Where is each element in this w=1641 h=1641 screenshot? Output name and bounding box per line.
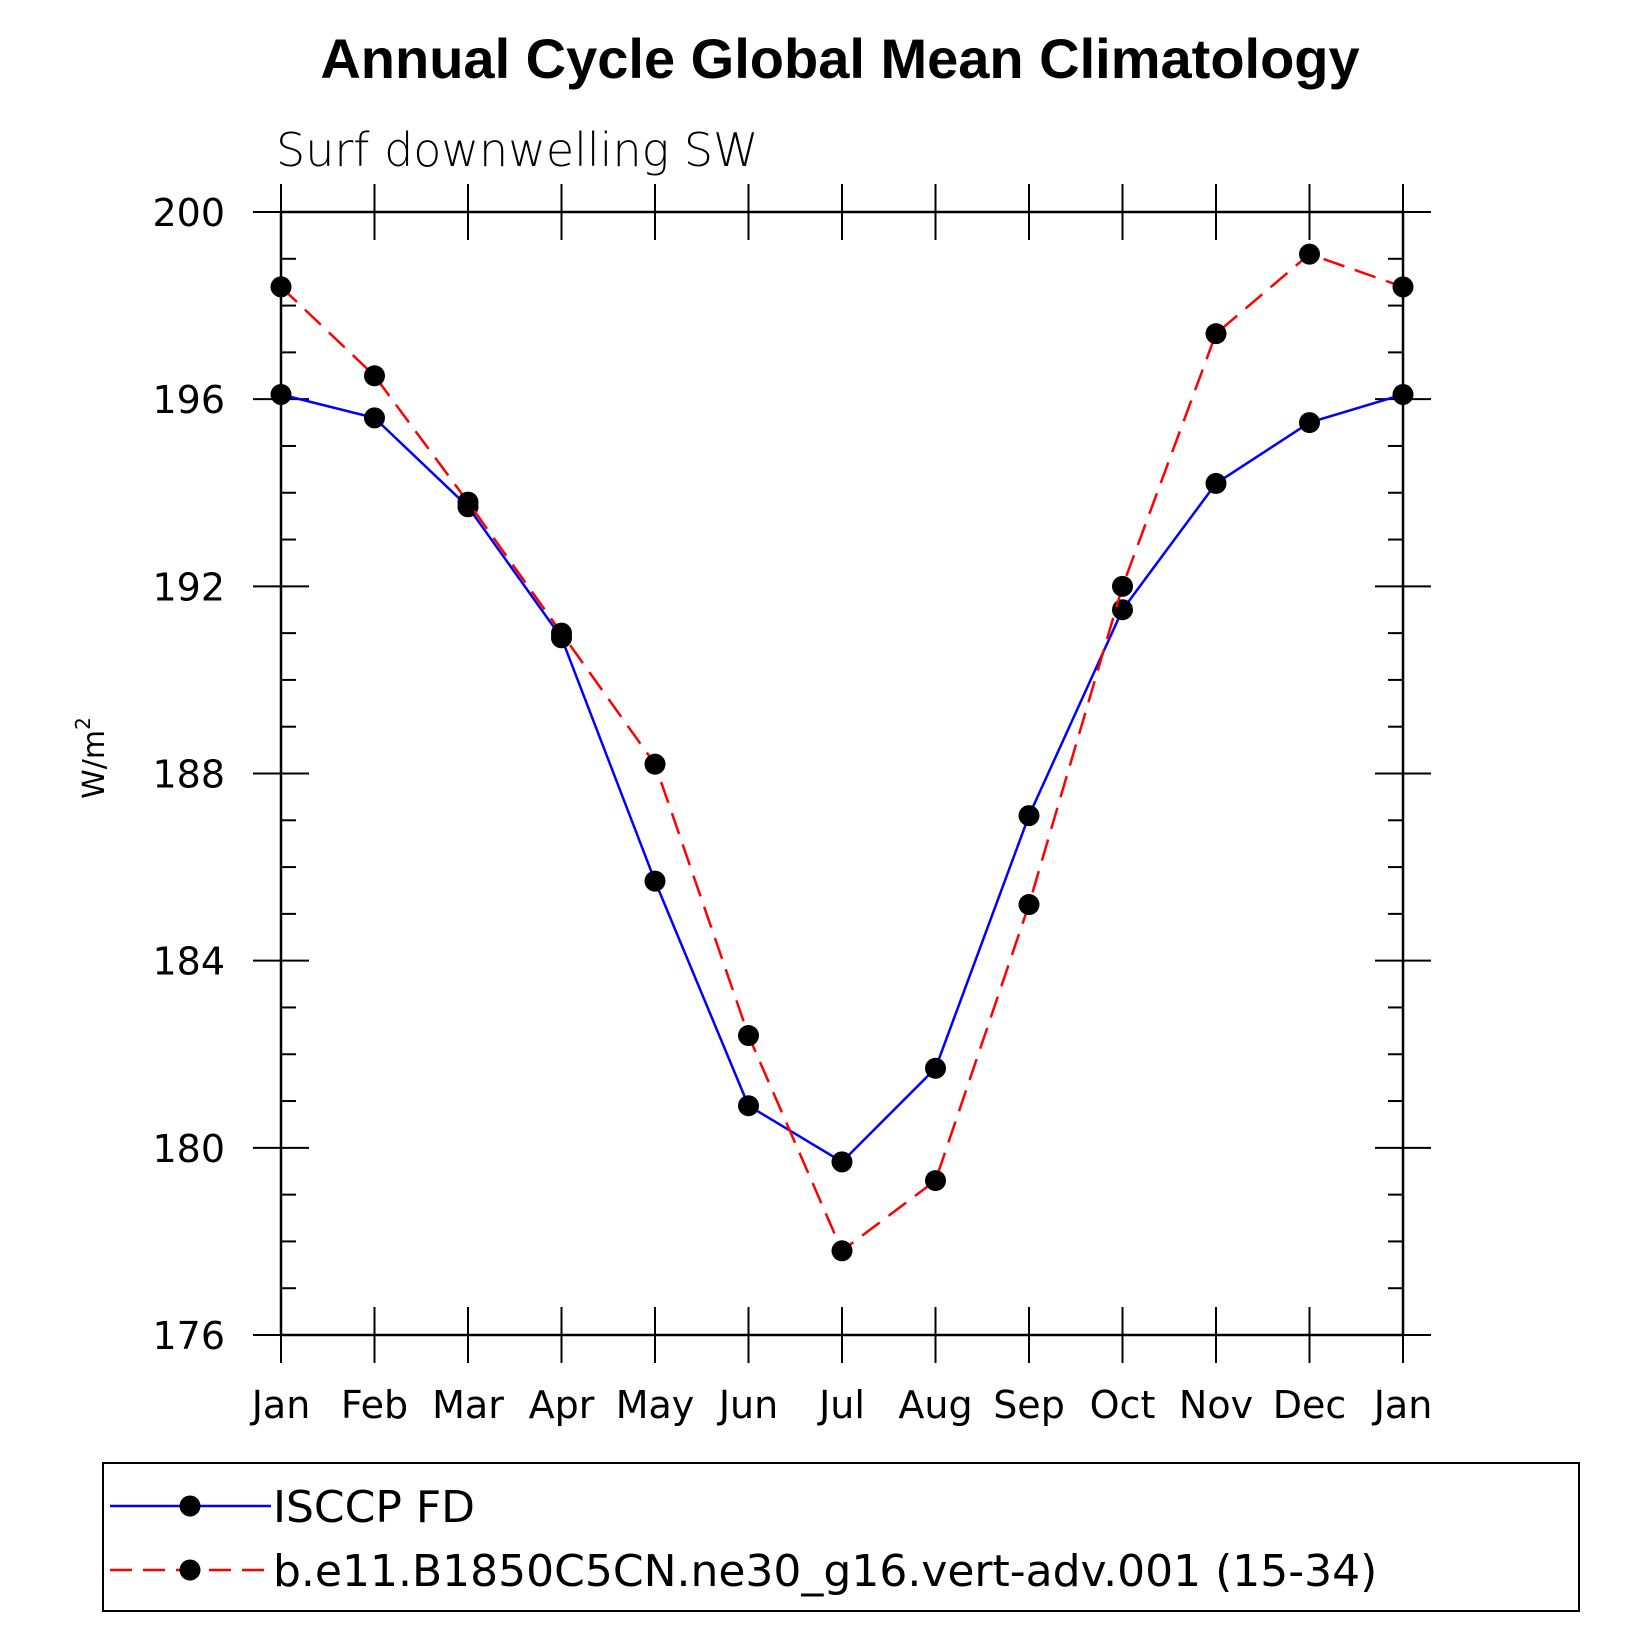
x-tick-label: Aug bbox=[898, 1383, 972, 1427]
y-axis-label-group: W/m2 bbox=[71, 717, 112, 799]
series-1-point bbox=[1205, 472, 1227, 494]
y-tick-label: 200 bbox=[152, 191, 225, 235]
series-2-point bbox=[1018, 894, 1040, 916]
x-tick-label: Jan bbox=[1372, 1383, 1433, 1427]
series-1-point bbox=[925, 1057, 946, 1079]
series-2-point bbox=[1112, 575, 1133, 597]
series-1-point bbox=[1299, 412, 1320, 434]
series-1-point bbox=[1392, 383, 1414, 405]
series-line-1 bbox=[280, 393, 1404, 1164]
series-line-2 bbox=[280, 252, 1404, 1253]
y-tick-label: 176 bbox=[152, 1314, 225, 1358]
x-tick-label: Nov bbox=[1179, 1383, 1253, 1427]
legend-label-2: b.e11.B1850C5CN.ne30_g16.vert-adv.001 (1… bbox=[273, 1546, 1377, 1597]
chart-title: Annual Cycle Global Mean Climatology bbox=[320, 27, 1359, 90]
series-1-point bbox=[364, 407, 385, 429]
series-2-point bbox=[1205, 323, 1227, 345]
y-tick-label: 188 bbox=[152, 753, 225, 797]
chart-subtitle: Surf downwelling SW bbox=[276, 123, 759, 177]
series-2-point bbox=[1299, 243, 1320, 265]
series-2-point bbox=[831, 1240, 853, 1262]
series-1-point bbox=[1112, 599, 1133, 621]
legend-marker-2 bbox=[179, 1559, 201, 1581]
x-tick-label: Feb bbox=[341, 1383, 408, 1427]
y-axis-label-text: W/m bbox=[77, 730, 112, 799]
series-1-point bbox=[644, 870, 666, 892]
legend-label-1: ISCCP FD bbox=[273, 1482, 475, 1533]
legend-marker-1 bbox=[179, 1495, 201, 1517]
series-1-point bbox=[1018, 805, 1040, 827]
y-axis-label: W/m2 bbox=[71, 717, 112, 799]
x-tick-label: Apr bbox=[529, 1383, 595, 1427]
series-1-point bbox=[738, 1095, 759, 1117]
series-2-point bbox=[551, 622, 572, 644]
x-tick-label: Jul bbox=[817, 1383, 865, 1427]
series-1-point bbox=[270, 383, 292, 405]
x-tick-label: May bbox=[616, 1383, 695, 1427]
x-tick-label: Jan bbox=[250, 1383, 311, 1427]
series-layer bbox=[270, 243, 1414, 1262]
series-2-point bbox=[644, 753, 666, 775]
x-tick-label: Jun bbox=[717, 1383, 778, 1427]
series-2-point bbox=[457, 491, 479, 513]
x-tick-label: Mar bbox=[432, 1383, 504, 1427]
y-axis-label-superscript: 2 bbox=[71, 717, 95, 730]
x-tick-label: Oct bbox=[1090, 1383, 1156, 1427]
axes-layer: 176 180 184 188 192 196 200 Jan Feb Mar Apr May Jun J… bbox=[152, 184, 1432, 1427]
series-2-point bbox=[270, 276, 292, 298]
x-tick-label: Dec bbox=[1273, 1383, 1347, 1427]
y-tick-label: 180 bbox=[152, 1127, 225, 1171]
series-2-point bbox=[925, 1170, 946, 1192]
legend-box bbox=[102, 1462, 1580, 1612]
series-1-point bbox=[831, 1151, 853, 1173]
x-tick-label: Sep bbox=[993, 1383, 1065, 1427]
y-tick-label: 192 bbox=[152, 565, 225, 609]
legend: ISCCP FD b.e11.B1850C5CN.ne30_g16.vert-ad… bbox=[110, 1482, 1377, 1597]
series-2-point bbox=[1392, 276, 1414, 298]
series-2-point bbox=[364, 365, 385, 387]
y-tick-label: 184 bbox=[152, 940, 225, 984]
y-tick-label: 196 bbox=[152, 378, 225, 422]
series-2-point bbox=[738, 1025, 759, 1047]
